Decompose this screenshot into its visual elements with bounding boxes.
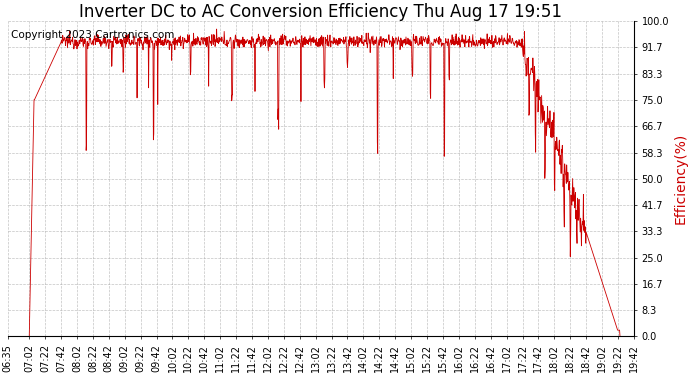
Title: Inverter DC to AC Conversion Efficiency Thu Aug 17 19:51: Inverter DC to AC Conversion Efficiency … [79, 3, 562, 21]
Y-axis label: Efficiency(%): Efficiency(%) [673, 133, 687, 224]
Text: Copyright 2023 Cartronics.com: Copyright 2023 Cartronics.com [11, 30, 175, 40]
